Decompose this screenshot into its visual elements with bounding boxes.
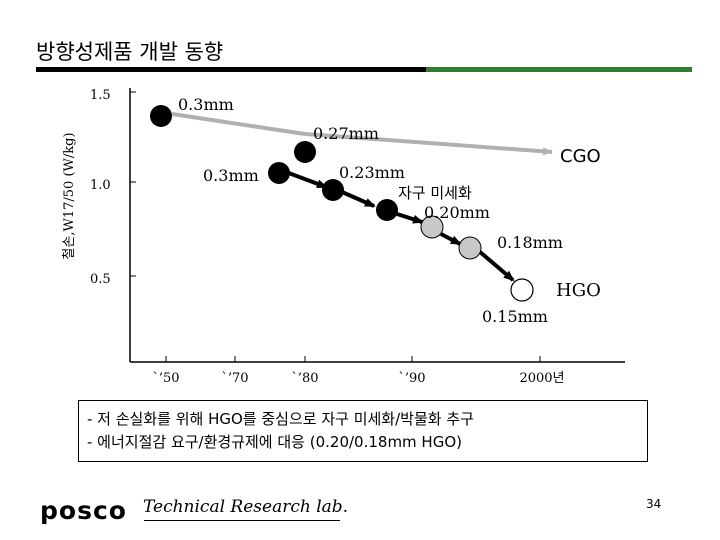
hgo-015-marker	[510, 278, 534, 302]
annotation-label: 0.27mm	[313, 124, 379, 143]
hgo-03-marker	[268, 162, 290, 184]
annotation-label: 0.3mm	[178, 95, 234, 114]
title-underline-dark	[36, 67, 426, 72]
hgo-trend-arrow	[285, 170, 328, 189]
summary-notes-box: - 저 손실화를 위해 HGO를 중심으로 자구 미세화/박물화 추구 - 에너…	[78, 400, 648, 462]
cgo-1950-marker	[150, 105, 172, 127]
cgo-label: CGO	[560, 146, 601, 167]
hgo-018-marker	[458, 236, 482, 260]
hgo-trend-arrow	[341, 190, 376, 208]
cgo-trend-arrow	[304, 132, 553, 156]
hgo-023-marker	[322, 179, 344, 201]
annotation-label: 0.18mm	[497, 233, 563, 252]
x-tick-label: `’50	[152, 371, 179, 386]
page-title: 방향성제품 개발 동향	[36, 40, 224, 64]
annotation-label: 0.15mm	[482, 307, 548, 326]
title-underline-green	[426, 67, 692, 72]
lab-name: Technical Research lab.	[143, 497, 349, 517]
x-tick-label: `’80	[291, 371, 318, 386]
hgo-trend-arrow	[396, 212, 424, 224]
hgo-trend-arrow	[478, 250, 515, 282]
title-underline	[36, 67, 692, 72]
y-tick-label: 1.5	[90, 88, 111, 103]
cgo-027-marker	[294, 141, 316, 163]
annotation-label: 0.3mm	[203, 166, 259, 185]
x-tick-label: `’90	[398, 371, 425, 386]
hgo-label: HGO	[556, 280, 601, 301]
annotation-label: 0.23mm	[339, 163, 405, 182]
annotation-label: 0.20mm	[424, 203, 490, 222]
y-tick-label: 0.5	[90, 272, 111, 287]
hgo-023-refined-marker	[376, 199, 398, 221]
x-tick-label: 2000년	[519, 371, 564, 386]
y-tick-label: 1.0	[90, 178, 111, 193]
domain-refinement-label: 자구 미세화	[398, 184, 472, 202]
page-number: 34	[646, 497, 662, 511]
posco-logo: posco	[40, 496, 127, 525]
summary-note: - 에너지절감 요구/환경규제에 대응 (0.20/0.18mm HGO)	[87, 433, 462, 451]
hgo-020-marker	[420, 215, 444, 239]
y-axis-label: 철손,W17/50 (W/kg)	[62, 132, 77, 259]
cgo-trend-segment	[171, 112, 306, 136]
x-tick-label: `’70	[221, 371, 248, 386]
hgo-trend-arrow	[440, 232, 462, 246]
footer-divider	[144, 520, 340, 521]
summary-note: - 저 손실화를 위해 HGO를 중심으로 자구 미세화/박물화 추구	[87, 410, 474, 428]
loss-trend-diagram: 1.5 1.0 0.5 철손,W17/50 (W/kg) `’50 `’70 `…	[62, 88, 625, 386]
